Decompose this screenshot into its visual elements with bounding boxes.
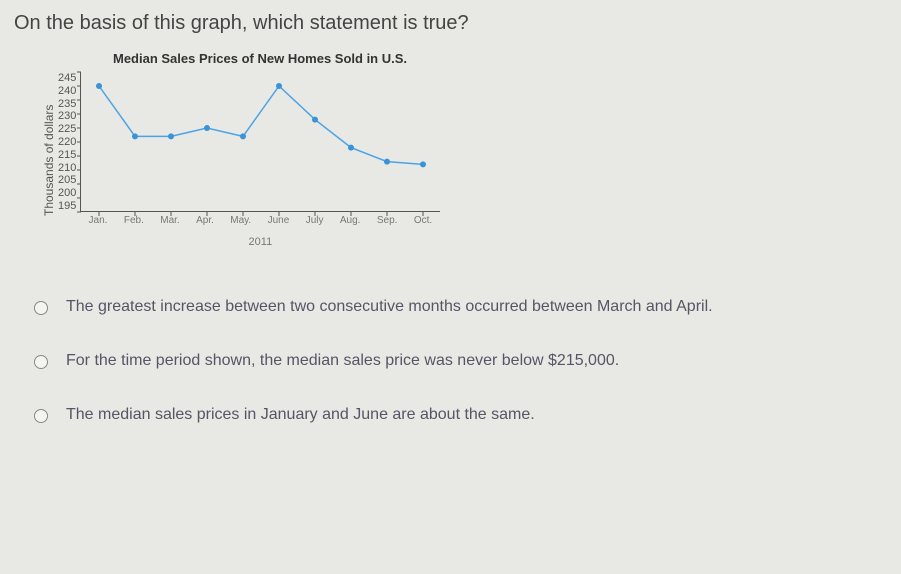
xtick: Oct. bbox=[414, 215, 432, 226]
answer-option[interactable]: The median sales prices in January and J… bbox=[20, 406, 881, 424]
question-text: On the basis of this graph, which statem… bbox=[0, 0, 901, 43]
ytick: 200 bbox=[58, 187, 76, 199]
ytick: 215 bbox=[58, 149, 76, 161]
ytick: 195 bbox=[58, 200, 76, 212]
ytick: 245 bbox=[58, 72, 76, 84]
ytick: 210 bbox=[58, 162, 76, 174]
xtick: Jan. bbox=[89, 215, 108, 226]
ytick: 205 bbox=[58, 174, 76, 186]
answer-option[interactable]: For the time period shown, the median sa… bbox=[20, 352, 881, 370]
radio-icon[interactable] bbox=[34, 355, 48, 369]
y-axis-label: Thousands of dollars bbox=[40, 72, 58, 248]
ytick: 230 bbox=[58, 110, 76, 122]
answer-text: For the time period shown, the median sa… bbox=[66, 352, 619, 370]
xtick: May. bbox=[230, 215, 251, 226]
chart-container: Median Sales Prices of New Homes Sold in… bbox=[40, 51, 480, 248]
xtick: July bbox=[306, 215, 324, 226]
ytick: 235 bbox=[58, 98, 76, 110]
xtick: Mar. bbox=[160, 215, 179, 226]
y-axis-ticks: 245 240 235 230 225 220 215 210 205 200 … bbox=[58, 72, 80, 212]
answer-option[interactable]: The greatest increase between two consec… bbox=[20, 298, 881, 316]
xtick: Feb. bbox=[124, 215, 144, 226]
line-chart-svg bbox=[81, 72, 441, 212]
chart-plot-area bbox=[80, 72, 440, 212]
chart-title: Median Sales Prices of New Homes Sold in… bbox=[40, 51, 480, 66]
answer-text: The median sales prices in January and J… bbox=[66, 406, 535, 424]
xtick: June bbox=[268, 215, 290, 226]
radio-icon[interactable] bbox=[34, 301, 48, 315]
ytick: 220 bbox=[58, 136, 76, 148]
x-axis-ticks: Jan. Feb. Mar. Apr. May. June July Aug. … bbox=[80, 212, 440, 226]
xtick: Aug. bbox=[340, 215, 361, 226]
x-axis-label: 2011 bbox=[80, 236, 440, 248]
answer-list: The greatest increase between two consec… bbox=[0, 298, 901, 424]
xtick: Sep. bbox=[377, 215, 398, 226]
answer-text: The greatest increase between two consec… bbox=[66, 298, 713, 316]
ytick: 225 bbox=[58, 123, 76, 135]
xtick: Apr. bbox=[196, 215, 214, 226]
radio-icon[interactable] bbox=[34, 409, 48, 423]
ytick: 240 bbox=[58, 85, 76, 97]
